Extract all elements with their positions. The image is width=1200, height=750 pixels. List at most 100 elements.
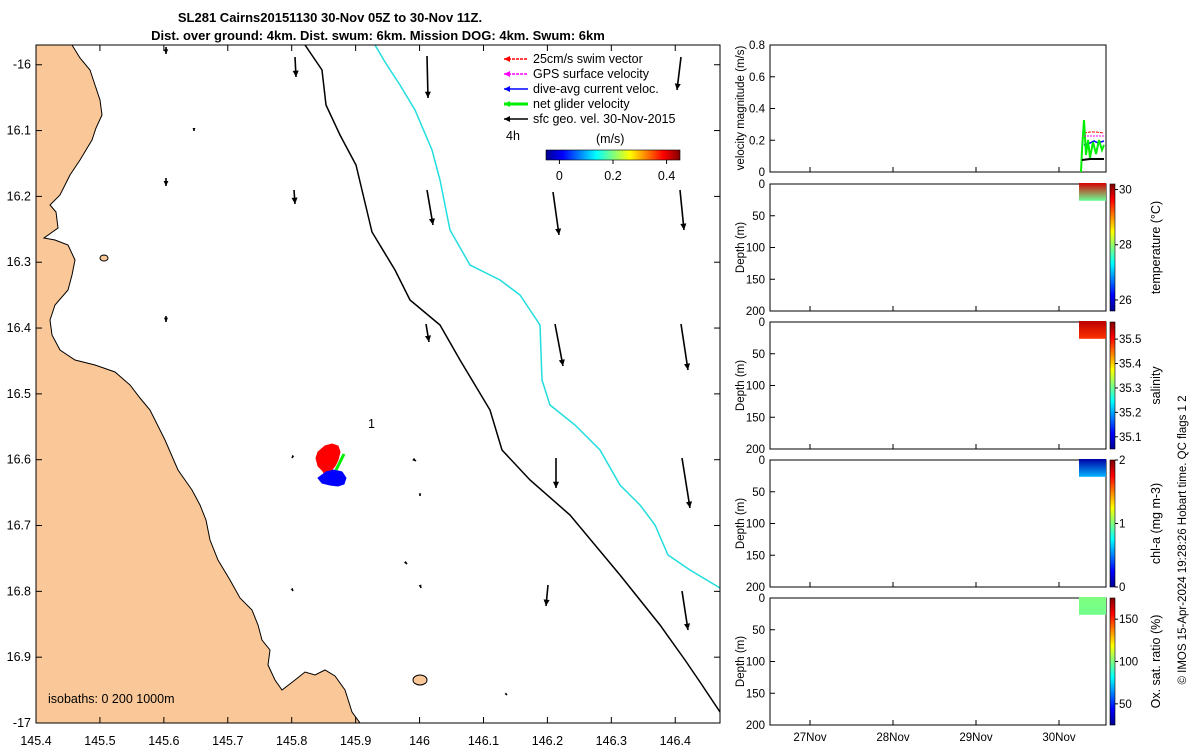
geo-velocity-arrow <box>552 191 562 236</box>
legend-item-label: GPS surface velocity <box>533 67 650 81</box>
geo-velocity-arrow <box>290 587 294 592</box>
map-y-tick-label: 16.3 <box>7 255 31 269</box>
velocity-ylabel: velocity magnitude (m/s) <box>735 46 747 171</box>
oxygen-y-tick-label: 150 <box>746 688 765 700</box>
temperature-ylabel: Depth (m) <box>735 222 747 273</box>
map-y-tick-label: 16.7 <box>7 519 31 533</box>
oxygen-colorbar-tick-label: 100 <box>1119 657 1138 669</box>
salinity-colorbar-tick-label: 35.1 <box>1119 432 1141 444</box>
legend-arrowhead <box>504 116 510 122</box>
glider-track: 1 <box>315 417 375 487</box>
map-title-line1: SL281 Cairns20151130 30-Nov 05Z to 30-No… <box>178 10 482 25</box>
map-x-tick-label: 146.1 <box>468 734 499 748</box>
island <box>412 674 428 686</box>
timeseries-x-axis: 27Nov 28Nov 29Nov 30Nov <box>793 167 1076 744</box>
geo-velocity-arrow <box>412 457 417 462</box>
map-y-tick-label: 16.2 <box>7 189 31 203</box>
map-x-tick-label: 145.8 <box>276 734 307 748</box>
map-frame <box>35 44 721 724</box>
velocity-panel: 0 0.2 0.4 0.6 0.8 velocity magnitude (m/s) <box>735 40 1107 179</box>
timeseries-x-tick-label: 29Nov <box>959 732 992 744</box>
legend-item-label: 25cm/s swim vector <box>533 52 643 66</box>
island <box>99 254 109 262</box>
geo-velocity-arrow <box>163 178 169 186</box>
chla-ylabel: Depth (m) <box>735 498 747 549</box>
geo-velocity-arrow <box>681 590 691 631</box>
isobath-200m <box>304 45 720 713</box>
geo-velocity-arrow <box>554 323 565 367</box>
oxygen-y-tick-label: 100 <box>746 657 765 669</box>
oxygen-y-tick-label: 50 <box>752 625 765 637</box>
map-y-tick-label: 16.1 <box>7 124 31 138</box>
map-y-axis: -16 16.1 16.2 16.3 16.4 16.5 16.6 16.7 16.8 16.9 -… <box>7 58 720 730</box>
geo-velocity-arrow <box>424 323 431 343</box>
salinity-colorbar-label: salinity <box>1149 366 1163 405</box>
geo-velocity-arrow <box>680 323 691 371</box>
geo-velocity-arrow <box>552 458 560 488</box>
geo-velocity-arrow <box>192 127 196 131</box>
geo-velocity-arrow <box>679 189 687 231</box>
colorbar-tick-label: 0.2 <box>604 169 621 183</box>
chla-y-tick-label: 150 <box>746 550 765 562</box>
timeseries-x-tick-label: 30Nov <box>1042 732 1075 744</box>
salinity-colorbar-tick-label: 35.4 <box>1119 359 1142 371</box>
map-x-tick-label: 146.2 <box>532 734 563 748</box>
legend-arrowhead <box>504 101 510 107</box>
velocity-y-tick-label: 0.2 <box>749 135 765 147</box>
temperature-y-tick-label: 150 <box>746 274 765 286</box>
geo-velocity-arrow <box>292 56 299 78</box>
velocity-y-tick-label: 0.4 <box>749 104 766 116</box>
salinity-panel: 0 50 100 150 200 Depth (m) 35.5 35.4 35.3 35.2 35.… <box>735 317 1163 456</box>
legend-arrowhead <box>504 71 510 77</box>
salinity-colorbar <box>1109 321 1116 450</box>
oxygen-colorbar-tick-label: 150 <box>1119 614 1138 626</box>
temperature-axes <box>769 183 1107 312</box>
timeseries-x-tick-label: 27Nov <box>793 732 826 744</box>
geo-velocity-arrow <box>418 584 422 589</box>
map-x-tick-label: 145.9 <box>340 734 371 748</box>
land-mass <box>36 45 361 723</box>
geo-velocity-arrow <box>424 55 431 99</box>
temperature-data-swath <box>1079 183 1106 201</box>
legend-arrowhead <box>504 56 510 62</box>
colorbar-tick-label: 0 <box>556 169 563 183</box>
colorbar-tick-label: 0.4 <box>658 169 675 183</box>
map-y-tick-label: -17 <box>13 716 31 730</box>
temperature-panel: 0 50 100 150 200 Depth (m) 30 28 26 temperature (… <box>735 179 1163 318</box>
salinity-colorbar-tick-label: 35.5 <box>1119 334 1141 346</box>
colorbar-unit-label: (m/s) <box>596 132 624 146</box>
temperature-colorbar-tick-label: 28 <box>1119 240 1132 252</box>
chla-colorbar <box>1109 459 1116 588</box>
chla-colorbar-tick-label: 1 <box>1119 519 1125 531</box>
map-y-tick-label: -16 <box>13 58 31 72</box>
velocity-geo-trace <box>1081 158 1104 161</box>
map-x-tick-label: 146 <box>409 734 430 748</box>
salinity-y-tick-label: 50 <box>752 349 765 361</box>
velocity-y-tick-label: 0 <box>759 167 765 179</box>
geo-velocity-arrow <box>291 454 295 459</box>
geo-velocity-arrow <box>681 457 693 509</box>
geo-velocity-arrow <box>418 493 422 496</box>
map-y-tick-label: 16.9 <box>7 650 31 664</box>
salinity-y-tick-label: 0 <box>759 317 765 329</box>
geostrophic-arrows <box>163 47 693 696</box>
geo-velocity-arrow <box>426 189 435 226</box>
map-x-tick-label: 146.3 <box>596 734 627 748</box>
map-x-tick-label: 145.7 <box>212 734 243 748</box>
chla-data-swath <box>1079 459 1106 477</box>
chla-y-tick-label: 200 <box>746 582 765 594</box>
velocity-y-tick-label: 0.6 <box>749 72 765 84</box>
velocity-traces <box>1080 119 1105 173</box>
temperature-colorbar-label: temperature (°C) <box>1149 201 1163 294</box>
legend-item-label: dive-avg current veloc. <box>533 82 659 96</box>
legend-item-label: net glider velocity <box>533 97 630 111</box>
salinity-y-tick-label: 150 <box>746 412 765 424</box>
velocity-axes <box>769 44 1107 173</box>
map-y-tick-label: 16.4 <box>7 321 31 335</box>
map-y-tick-label: 16.8 <box>7 584 31 598</box>
oxygen-axes <box>769 597 1107 726</box>
isobath-1000m <box>374 45 720 589</box>
